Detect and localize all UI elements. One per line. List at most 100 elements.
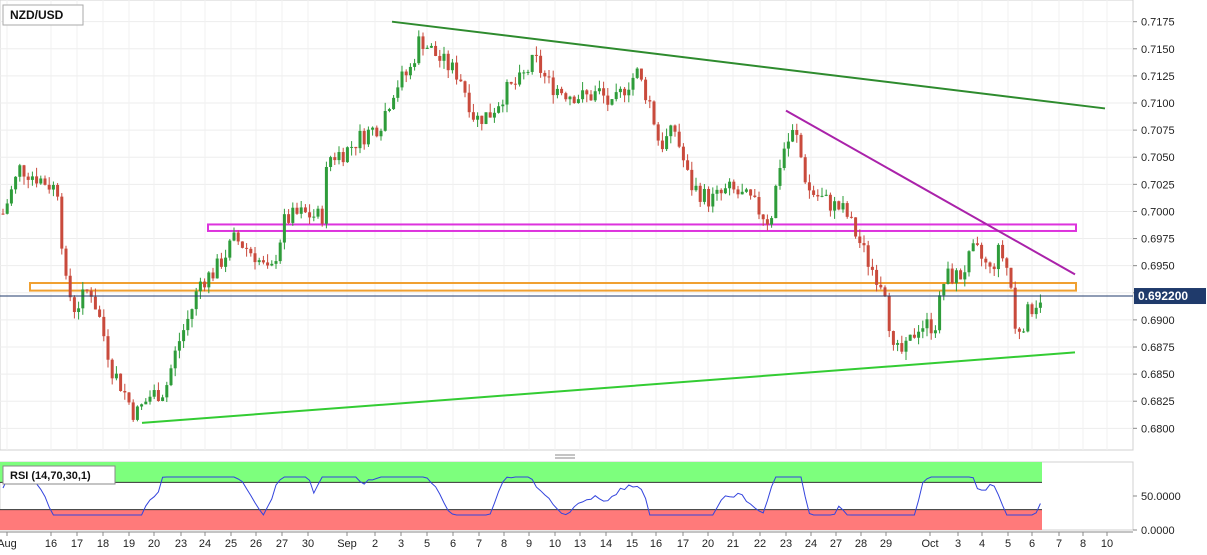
time-tick-label: 27 bbox=[830, 538, 842, 550]
candle-body-down bbox=[89, 290, 93, 297]
candle-body-up bbox=[518, 72, 522, 85]
time-tick-label: 4 bbox=[979, 538, 985, 550]
candle-body-down bbox=[211, 272, 215, 279]
candle-body-down bbox=[870, 266, 874, 270]
candle-body-up bbox=[215, 258, 219, 279]
candle-body-up bbox=[593, 91, 597, 101]
candle-body-up bbox=[408, 66, 412, 76]
candle-body-down bbox=[639, 68, 643, 80]
current-price-marker: 0.692200 bbox=[0, 288, 1206, 305]
rsi-oversold-band bbox=[0, 509, 1042, 530]
candle-body-up bbox=[324, 166, 328, 224]
candle-body-down bbox=[812, 190, 816, 195]
time-tick-label: 29 bbox=[880, 538, 892, 550]
candle-body-up bbox=[14, 176, 18, 190]
candle-body-down bbox=[980, 244, 984, 259]
price-tick-label: 0.6950 bbox=[1141, 261, 1175, 273]
candle-body-up bbox=[165, 385, 169, 398]
time-tick-label: 18 bbox=[97, 538, 109, 550]
candle-body-down bbox=[560, 88, 564, 94]
candle-body-up bbox=[1022, 331, 1026, 333]
candle-body-down bbox=[98, 309, 102, 317]
time-tick-label: 3 bbox=[955, 538, 961, 550]
candle-body-up bbox=[925, 319, 929, 329]
candle-body-up bbox=[484, 112, 488, 124]
candle-body-down bbox=[102, 316, 106, 337]
candle-body-down bbox=[446, 53, 450, 71]
candle-body-up bbox=[30, 176, 34, 180]
candle-body-up bbox=[476, 115, 480, 120]
candle-body-down bbox=[1013, 287, 1017, 329]
candle-body-down bbox=[799, 134, 803, 158]
candle-body-up bbox=[715, 189, 719, 194]
price-tick-label: 0.6975 bbox=[1141, 234, 1175, 246]
candle-body-up bbox=[358, 130, 362, 149]
candle-body-down bbox=[602, 88, 606, 96]
candle-body-up bbox=[568, 96, 572, 100]
candle-body-down bbox=[686, 160, 690, 170]
candle-body-up bbox=[497, 106, 501, 113]
rsi-line bbox=[2, 476, 1041, 516]
candle-body-down bbox=[845, 203, 849, 217]
time-tick-label: 23 bbox=[780, 538, 792, 550]
candle-body-down bbox=[26, 176, 30, 180]
candle-body-up bbox=[635, 68, 639, 78]
candle-body-down bbox=[156, 390, 160, 401]
price-axis: 0.7175 0.7150 0.7125 0.7100 0.7075 0.7050 0.70… bbox=[1133, 17, 1175, 435]
candle-body-up bbox=[728, 181, 732, 189]
candle-body-down bbox=[119, 373, 123, 391]
candle-body-up bbox=[383, 110, 387, 131]
time-tick-label: 20 bbox=[702, 538, 714, 550]
candle-body-down bbox=[509, 81, 513, 84]
candle-body-up bbox=[425, 47, 429, 49]
horizontal-zones bbox=[29, 223, 1077, 292]
candle-body-up bbox=[114, 373, 118, 379]
candle-body-up bbox=[144, 401, 148, 405]
candle-body-down bbox=[127, 392, 131, 403]
candle-body-down bbox=[690, 169, 694, 191]
candle-body-up bbox=[371, 127, 375, 130]
candle-body-down bbox=[656, 124, 660, 141]
candle-body-up bbox=[173, 350, 177, 369]
time-tick-label: 5 bbox=[424, 538, 430, 550]
candle-body-down bbox=[64, 248, 68, 276]
candle-body-up bbox=[400, 71, 404, 88]
candle-body-down bbox=[707, 188, 711, 207]
price-tick-label: 0.6850 bbox=[1141, 369, 1175, 381]
time-tick-label: 23 bbox=[175, 538, 187, 550]
candle-body-down bbox=[912, 334, 916, 338]
time-tick-label: 25 bbox=[225, 538, 237, 550]
candle-body-down bbox=[467, 92, 471, 113]
candle-body-up bbox=[278, 242, 282, 262]
candle-body-down bbox=[854, 217, 858, 237]
candle-body-up bbox=[723, 188, 727, 194]
candle-body-up bbox=[282, 214, 286, 243]
candle-body-down bbox=[421, 36, 425, 49]
candle-body-down bbox=[236, 232, 240, 242]
candle-body-down bbox=[308, 212, 312, 218]
magenta-resistance-zone bbox=[207, 223, 1077, 232]
candle-body-up bbox=[921, 328, 925, 332]
candle-body-up bbox=[614, 92, 618, 100]
candle-body-up bbox=[618, 88, 622, 93]
candle-body-down bbox=[677, 131, 681, 147]
candle-body-down bbox=[753, 195, 757, 198]
candle-body-down bbox=[110, 359, 114, 379]
candle-body-down bbox=[261, 260, 265, 263]
candle-body-up bbox=[938, 295, 942, 331]
time-tick-label: 28 bbox=[855, 538, 867, 550]
time-tick-label: 16 bbox=[650, 538, 662, 550]
candle-body-down bbox=[68, 275, 72, 298]
candle-body-up bbox=[933, 330, 937, 334]
candle-body-up bbox=[329, 157, 333, 167]
candle-body-up bbox=[833, 201, 837, 211]
candle-body-down bbox=[648, 100, 652, 102]
candle-body-down bbox=[249, 248, 253, 254]
candle-body-down bbox=[47, 184, 51, 190]
time-tick-label: 7 bbox=[476, 538, 482, 550]
candle-body-down bbox=[93, 296, 97, 310]
candle-body-up bbox=[778, 168, 782, 186]
candle-body-up bbox=[429, 45, 433, 48]
time-tick-label: 24 bbox=[199, 538, 211, 550]
